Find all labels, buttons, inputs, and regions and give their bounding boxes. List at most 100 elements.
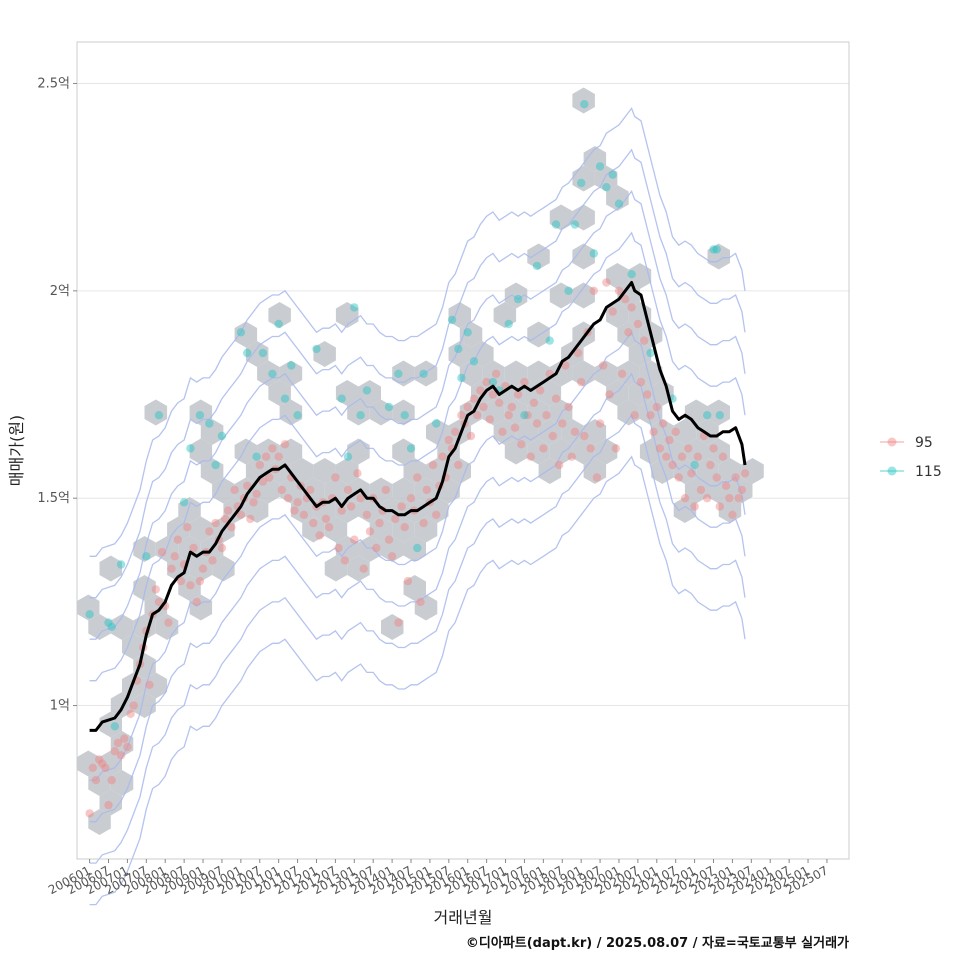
- point-series-95: [643, 390, 652, 399]
- point-series-95: [737, 485, 747, 495]
- point-series-95: [542, 411, 551, 420]
- point-series-95: [406, 494, 416, 503]
- point-series-95: [728, 510, 737, 519]
- point-series-115: [394, 369, 403, 378]
- hex-bin: [482, 399, 505, 426]
- point-series-95: [482, 377, 491, 387]
- y-tick-label: 1억: [50, 699, 70, 714]
- hex-bin: [88, 809, 111, 835]
- hex-bin: [583, 458, 607, 484]
- point-series-115: [406, 444, 416, 453]
- hex-bin: [707, 438, 730, 465]
- point-series-95: [690, 502, 699, 511]
- trend-line: [89, 281, 747, 732]
- hex-bin: [358, 536, 381, 562]
- point-series-95: [463, 402, 472, 412]
- hex-bin: [110, 770, 134, 796]
- point-series-95: [321, 514, 331, 524]
- point-series-95: [400, 523, 409, 532]
- point-series-95: [473, 411, 482, 420]
- point-series-95: [192, 597, 201, 607]
- point-series-95: [365, 527, 375, 536]
- hex-bin: [549, 438, 573, 465]
- point-series-95: [101, 763, 110, 772]
- point-series-95: [630, 411, 639, 420]
- point-series-95: [570, 427, 580, 436]
- hex-bin: [459, 321, 483, 348]
- point-series-95: [217, 543, 227, 553]
- point-series-95: [151, 585, 160, 594]
- legend-key-dot-115: [887, 466, 897, 476]
- point-series-115: [513, 294, 523, 304]
- point-series-95: [340, 556, 349, 565]
- point-series-95: [513, 390, 523, 399]
- hex-bin: [594, 360, 618, 387]
- hex-bin: [392, 477, 415, 504]
- hex-bin: [471, 341, 494, 367]
- x-axis-title: 거래년월: [434, 908, 493, 927]
- hex-bin: [707, 477, 730, 504]
- hex-bin: [448, 458, 471, 484]
- hex-bin: [651, 419, 674, 445]
- point-series-95: [394, 618, 403, 627]
- point-series-95: [315, 531, 324, 540]
- point-series-95: [195, 576, 205, 586]
- point-series-95: [450, 427, 460, 436]
- point-series-95: [646, 411, 655, 420]
- point-series-95: [687, 469, 696, 478]
- hex-bin: [617, 399, 640, 426]
- hex-bin: [245, 458, 269, 484]
- point-series-115: [580, 100, 589, 109]
- hex-bin: [178, 497, 201, 523]
- point-series-115: [709, 245, 718, 254]
- point-series-95: [306, 485, 315, 495]
- hex-bin: [110, 614, 134, 640]
- hex-bin: [673, 419, 697, 445]
- point-series-115: [577, 178, 586, 188]
- point-series-95: [419, 518, 428, 528]
- hex-bin: [718, 497, 742, 523]
- point-series-115: [614, 199, 624, 208]
- hex-bin: [189, 438, 213, 465]
- point-series-115: [293, 411, 302, 420]
- hex-bin: [448, 341, 471, 367]
- point-series-95: [173, 535, 182, 544]
- hex-bin: [471, 380, 494, 406]
- point-series-95: [170, 552, 179, 561]
- hex-bin: [572, 282, 595, 309]
- point-series-95: [624, 328, 633, 337]
- point-series-95: [381, 485, 390, 495]
- point-series-95: [721, 481, 731, 490]
- point-series-95: [283, 494, 293, 503]
- density-contour-line: [89, 372, 746, 823]
- hex-bin: [628, 263, 652, 289]
- point-series-95: [523, 411, 532, 420]
- point-series-95: [220, 514, 230, 524]
- point-series-95: [680, 494, 690, 503]
- point-series-95: [554, 460, 564, 470]
- point-series-115: [85, 610, 94, 619]
- hex-bin: [707, 243, 730, 270]
- legend[interactable]: 95 115: [880, 435, 942, 480]
- point-series-95: [249, 498, 258, 507]
- point-series-95: [706, 460, 715, 470]
- point-series-95: [649, 427, 658, 436]
- point-series-115: [243, 348, 252, 358]
- hex-bin: [606, 263, 629, 289]
- point-series-95: [564, 402, 573, 412]
- hex-bin: [347, 555, 370, 582]
- hex-bin: [99, 750, 122, 777]
- point-series-95: [208, 556, 217, 565]
- point-series-115: [287, 361, 296, 370]
- point-series-115: [602, 183, 611, 192]
- point-series-95: [561, 361, 570, 370]
- point-series-115: [205, 419, 214, 428]
- point-series-95: [551, 394, 561, 403]
- source-caption: ©디아파트(dapt.kr) / 2025.08.07 / 자료=국토교통부 실…: [466, 935, 849, 951]
- density-contour-line: [89, 107, 746, 557]
- point-series-95: [145, 680, 154, 689]
- hex-bin: [594, 438, 618, 465]
- point-series-95: [674, 473, 683, 482]
- point-series-95: [280, 440, 290, 449]
